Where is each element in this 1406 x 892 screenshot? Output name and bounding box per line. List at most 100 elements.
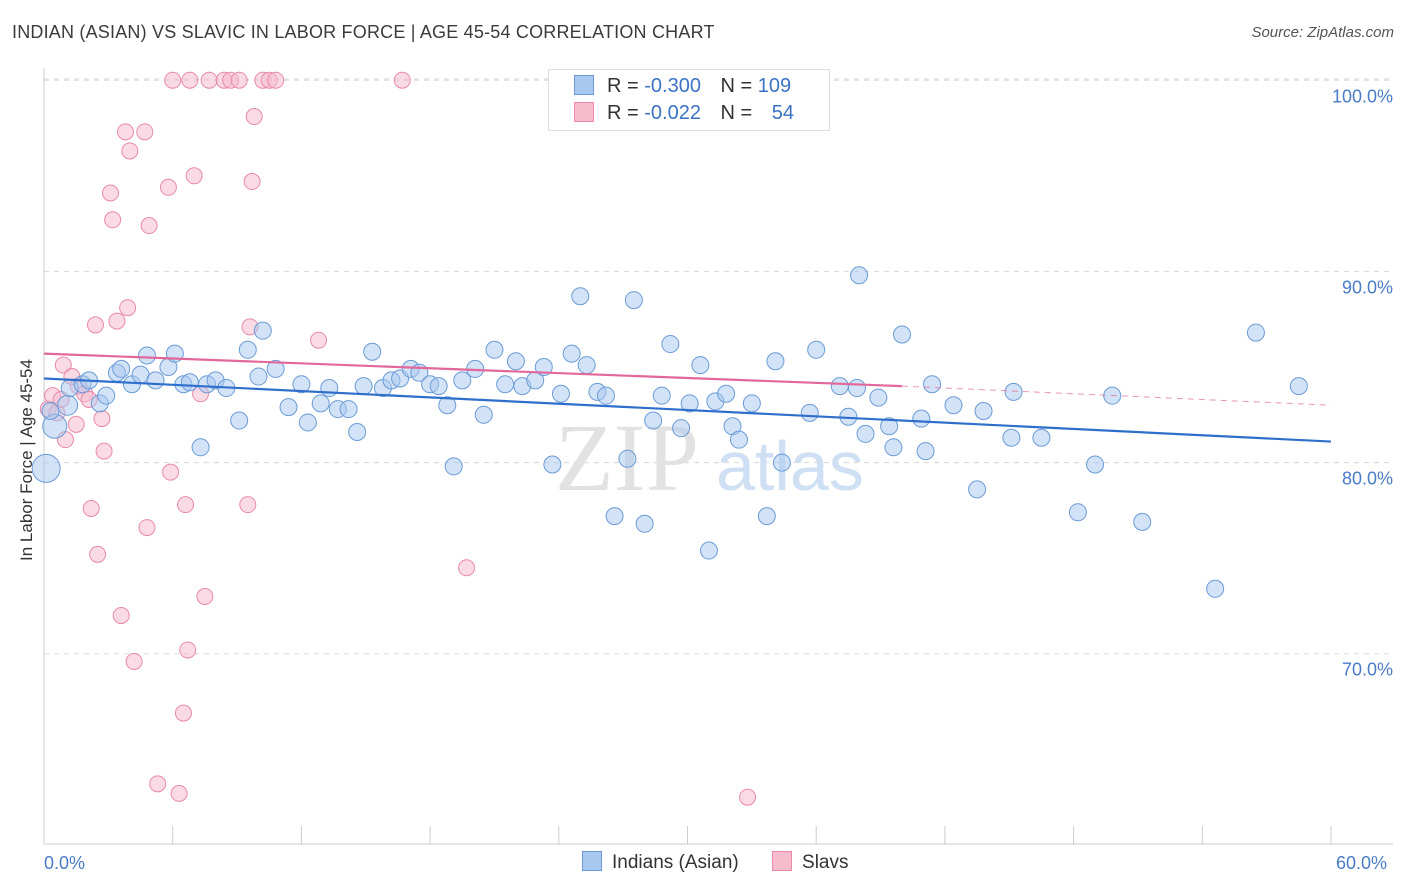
- legend-label-indians: Indians (Asian): [612, 852, 739, 873]
- indians-point: [596, 386, 615, 405]
- indians-point: [543, 455, 562, 474]
- x-tick-max: 60.0%: [1336, 853, 1388, 873]
- indians-point: [444, 457, 463, 476]
- indians-point: [253, 321, 272, 340]
- slavs-point: [739, 788, 757, 806]
- indians-point: [766, 352, 785, 371]
- legend-r-value: -0.022: [644, 102, 701, 124]
- indians-point: [577, 356, 596, 375]
- slavs-point: [181, 71, 199, 89]
- indians-point: [691, 356, 710, 375]
- indians-point: [661, 335, 680, 354]
- indians-point: [1246, 323, 1265, 342]
- indians-point: [354, 377, 373, 396]
- legend-n-label: N =: [720, 102, 753, 124]
- indians-point: [551, 384, 570, 403]
- indians-point: [869, 388, 888, 407]
- indians-point: [699, 541, 718, 560]
- indians-point: [884, 438, 903, 457]
- indians-point: [131, 365, 150, 384]
- slavs-point: [138, 519, 156, 537]
- indians-point: [453, 371, 472, 390]
- indians-point: [1032, 428, 1051, 447]
- indians-point: [757, 507, 776, 526]
- indians-point: [605, 507, 624, 526]
- indians-point: [1068, 503, 1087, 522]
- indians-point: [1086, 455, 1105, 474]
- indians-point: [31, 453, 61, 483]
- indians-point: [1002, 428, 1021, 447]
- indians-point: [506, 352, 525, 371]
- indians-point: [474, 405, 493, 424]
- indians-point: [429, 377, 448, 396]
- indians-point: [571, 287, 590, 306]
- y-axis-label: In Labor Force | Age 45-54: [17, 359, 36, 561]
- slavs-point: [393, 71, 411, 89]
- indians-point: [266, 359, 285, 378]
- slavs-point: [164, 71, 182, 89]
- stats-legend: R = -0.300 N = 109 R = -0.022 N = 54: [548, 69, 830, 131]
- legend-n-value: 109: [757, 75, 792, 97]
- indians-point: [496, 375, 515, 394]
- slavs-point: [125, 652, 143, 670]
- indians-trend-line: [43, 377, 1332, 443]
- indians-point: [624, 291, 643, 310]
- indians-points: [31, 266, 1308, 598]
- indians-point: [485, 340, 504, 359]
- indians-point: [847, 379, 866, 398]
- slavs-point: [136, 123, 154, 141]
- legend-r-label: R =: [607, 75, 639, 97]
- legend-row-slavs: R = -0.022 N = 54: [574, 102, 794, 126]
- slavs-point: [140, 217, 158, 235]
- indians-point: [438, 396, 457, 415]
- chart-title: INDIAN (ASIAN) VS SLAVIC IN LABOR FORCE …: [12, 22, 715, 42]
- indians-point: [830, 377, 849, 396]
- indians-point: [742, 394, 761, 413]
- indians-point: [279, 398, 298, 417]
- indians-point: [772, 453, 791, 472]
- indians-point: [146, 371, 165, 390]
- indians-point: [850, 266, 869, 285]
- y-tick-100: 100.0%: [1331, 86, 1393, 107]
- slavs-point: [101, 184, 119, 202]
- indians-point: [311, 394, 330, 413]
- indians-point: [562, 344, 581, 363]
- y-tick-70: 70.0%: [1341, 659, 1393, 680]
- indians-point: [1206, 579, 1225, 598]
- legend-n-label: N =: [720, 75, 753, 97]
- trend-lines: [43, 352, 1332, 443]
- indians-point: [635, 514, 654, 533]
- legend-label-slavs: Slavs: [802, 852, 849, 873]
- slavs-point: [121, 142, 139, 160]
- indians-point: [298, 413, 317, 432]
- indians-point: [238, 340, 257, 359]
- indians-point: [916, 442, 935, 461]
- indians-point: [339, 400, 358, 419]
- legend-swatch-slavs: [772, 851, 793, 871]
- legend-swatch-indians: [574, 75, 594, 95]
- indians-point: [968, 480, 987, 499]
- legend-swatch-indians: [582, 851, 602, 871]
- indians-point: [644, 411, 663, 430]
- indians-point: [912, 409, 931, 428]
- x-tick-min: 0.0%: [44, 853, 86, 873]
- indians-point: [680, 394, 699, 413]
- slavs-point: [93, 410, 111, 428]
- slavs-point: [243, 173, 261, 191]
- legend-swatch-slavs: [574, 102, 594, 122]
- indians-point: [880, 417, 899, 436]
- legend-item-slavs[interactable]: Slavs: [772, 851, 848, 874]
- legend-item-indians[interactable]: Indians (Asian): [582, 851, 739, 874]
- slavs-point: [200, 71, 218, 89]
- indians-point: [41, 401, 60, 420]
- indians-point: [230, 411, 249, 430]
- slavs-trend-line: [43, 352, 903, 388]
- indians-point: [672, 419, 691, 438]
- slavs-point: [458, 559, 476, 577]
- legend-n-value: 54: [771, 102, 795, 124]
- slavs-trend-extension: [901, 385, 1332, 406]
- y-tick-80: 80.0%: [1341, 468, 1393, 489]
- slavs-point: [119, 299, 137, 317]
- indians-point: [974, 401, 993, 420]
